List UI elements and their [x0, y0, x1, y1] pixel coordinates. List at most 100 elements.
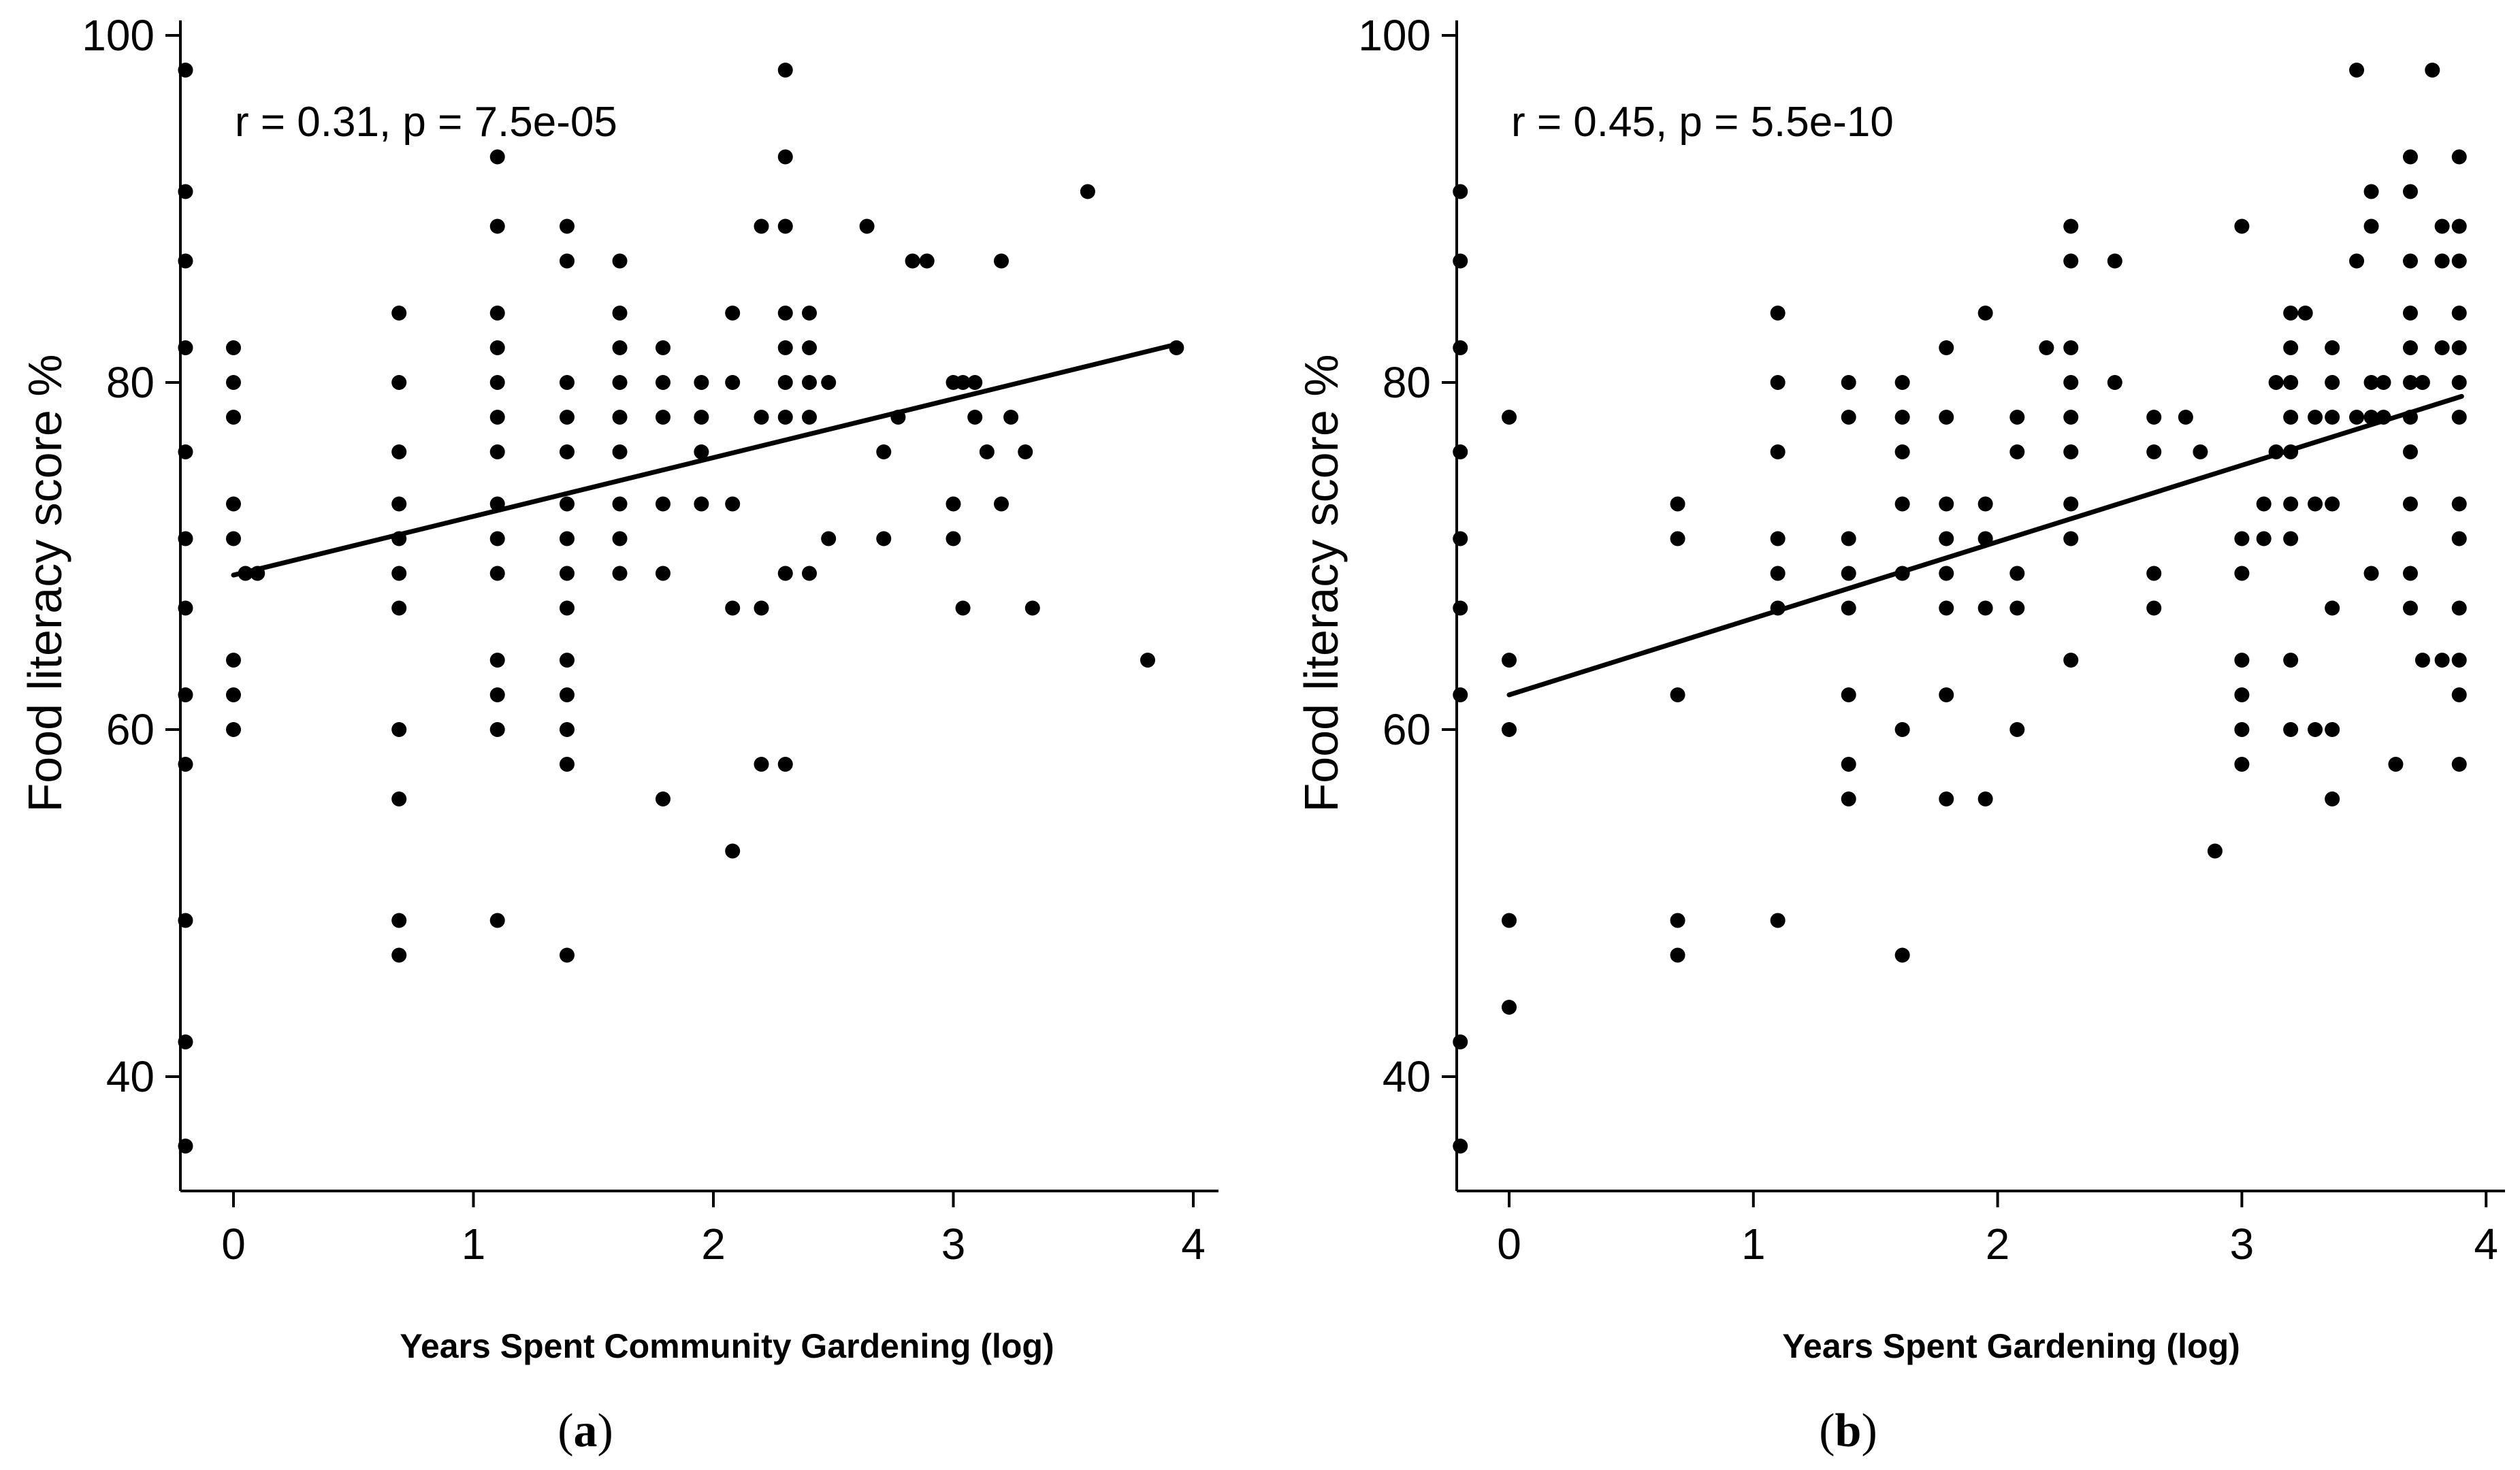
data-point: [2402, 306, 2418, 321]
data-point: [802, 306, 817, 321]
data-point: [2402, 496, 2418, 512]
data-point: [612, 306, 628, 321]
data-point: [655, 340, 671, 355]
data-point: [559, 253, 575, 269]
data-point: [612, 253, 628, 269]
data-point: [859, 218, 875, 234]
data-point: [2297, 306, 2313, 321]
data-point: [2193, 444, 2208, 459]
data-point: [802, 340, 817, 355]
data-point: [919, 253, 935, 269]
panel-a-points: [178, 63, 1184, 1154]
data-point: [1939, 791, 1954, 806]
data-point: [655, 566, 671, 581]
data-point: [1977, 496, 1993, 512]
x-tick-label: 2: [701, 1220, 726, 1269]
data-point: [694, 496, 709, 512]
data-point: [2414, 375, 2430, 390]
panel-a-annotation: r = 0.31, p = 7.5e-05: [235, 99, 617, 146]
data-point: [2349, 63, 2365, 78]
data-point: [2146, 600, 2162, 616]
data-point: [1841, 566, 1856, 581]
data-point: [391, 306, 407, 321]
data-point: [2414, 653, 2430, 668]
data-point: [2283, 410, 2299, 425]
data-point: [2308, 410, 2323, 425]
data-point: [2451, 306, 2467, 321]
data-point: [2325, 722, 2340, 737]
data-point: [391, 913, 407, 928]
y-tick-label: 60: [106, 705, 155, 754]
data-point: [1770, 531, 1786, 546]
data-point: [2283, 306, 2299, 321]
data-point: [1453, 340, 1468, 355]
data-point: [2402, 340, 2418, 355]
data-point: [2388, 757, 2404, 772]
data-point: [994, 496, 1009, 512]
data-point: [655, 496, 671, 512]
data-point: [777, 757, 793, 772]
data-point: [1024, 600, 1040, 616]
data-point: [489, 375, 505, 390]
data-point: [777, 149, 793, 165]
data-point: [226, 531, 241, 546]
data-point: [2434, 340, 2450, 355]
data-point: [946, 531, 961, 546]
data-point: [777, 410, 793, 425]
data-point: [2063, 410, 2079, 425]
data-point: [1453, 1139, 1468, 1154]
data-point: [391, 566, 407, 581]
data-point: [2451, 600, 2467, 616]
data-point: [2268, 375, 2284, 390]
data-point: [694, 375, 709, 390]
x-tick-label: 3: [2230, 1220, 2255, 1269]
data-point: [391, 496, 407, 512]
data-point: [2451, 687, 2467, 702]
data-point: [1502, 913, 1517, 928]
data-point: [946, 496, 961, 512]
data-point: [802, 410, 817, 425]
data-point: [1894, 410, 1910, 425]
data-point: [1894, 947, 1910, 963]
data-point: [391, 375, 407, 390]
data-point: [777, 218, 793, 234]
data-point: [2283, 340, 2299, 355]
data-point: [489, 722, 505, 737]
data-point: [967, 375, 983, 390]
data-point: [2256, 531, 2272, 546]
panel-b-scatter-plot: 40 60 80 100 0 1 2 3 4 r = 0.45, p = 5.5e-10 Fo…: [1295, 11, 2505, 1457]
data-point: [2325, 496, 2340, 512]
data-point: [955, 600, 971, 616]
data-point: [1841, 600, 1856, 616]
data-point: [1670, 947, 1685, 963]
data-point: [2009, 722, 2025, 737]
data-point: [2402, 253, 2418, 269]
data-point: [1453, 253, 1468, 269]
data-point: [559, 687, 575, 702]
data-point: [2434, 218, 2450, 234]
panel-a-caption: (a): [558, 1405, 613, 1457]
data-point: [559, 531, 575, 546]
data-point: [2283, 375, 2299, 390]
data-point: [1841, 375, 1856, 390]
data-point: [655, 791, 671, 806]
data-point: [612, 410, 628, 425]
data-point: [2009, 600, 2025, 616]
data-point: [2178, 410, 2193, 425]
data-point: [694, 410, 709, 425]
data-point: [612, 444, 628, 459]
data-point: [2107, 253, 2122, 269]
data-point: [1140, 653, 1156, 668]
data-point: [1894, 375, 1910, 390]
data-point: [777, 566, 793, 581]
data-point: [2063, 496, 2079, 512]
data-point: [2063, 218, 2079, 234]
data-point: [559, 947, 575, 963]
data-point: [777, 63, 793, 78]
data-point: [725, 600, 741, 616]
data-point: [489, 340, 505, 355]
data-point: [1453, 531, 1468, 546]
data-point: [559, 410, 575, 425]
data-point: [2009, 410, 2025, 425]
